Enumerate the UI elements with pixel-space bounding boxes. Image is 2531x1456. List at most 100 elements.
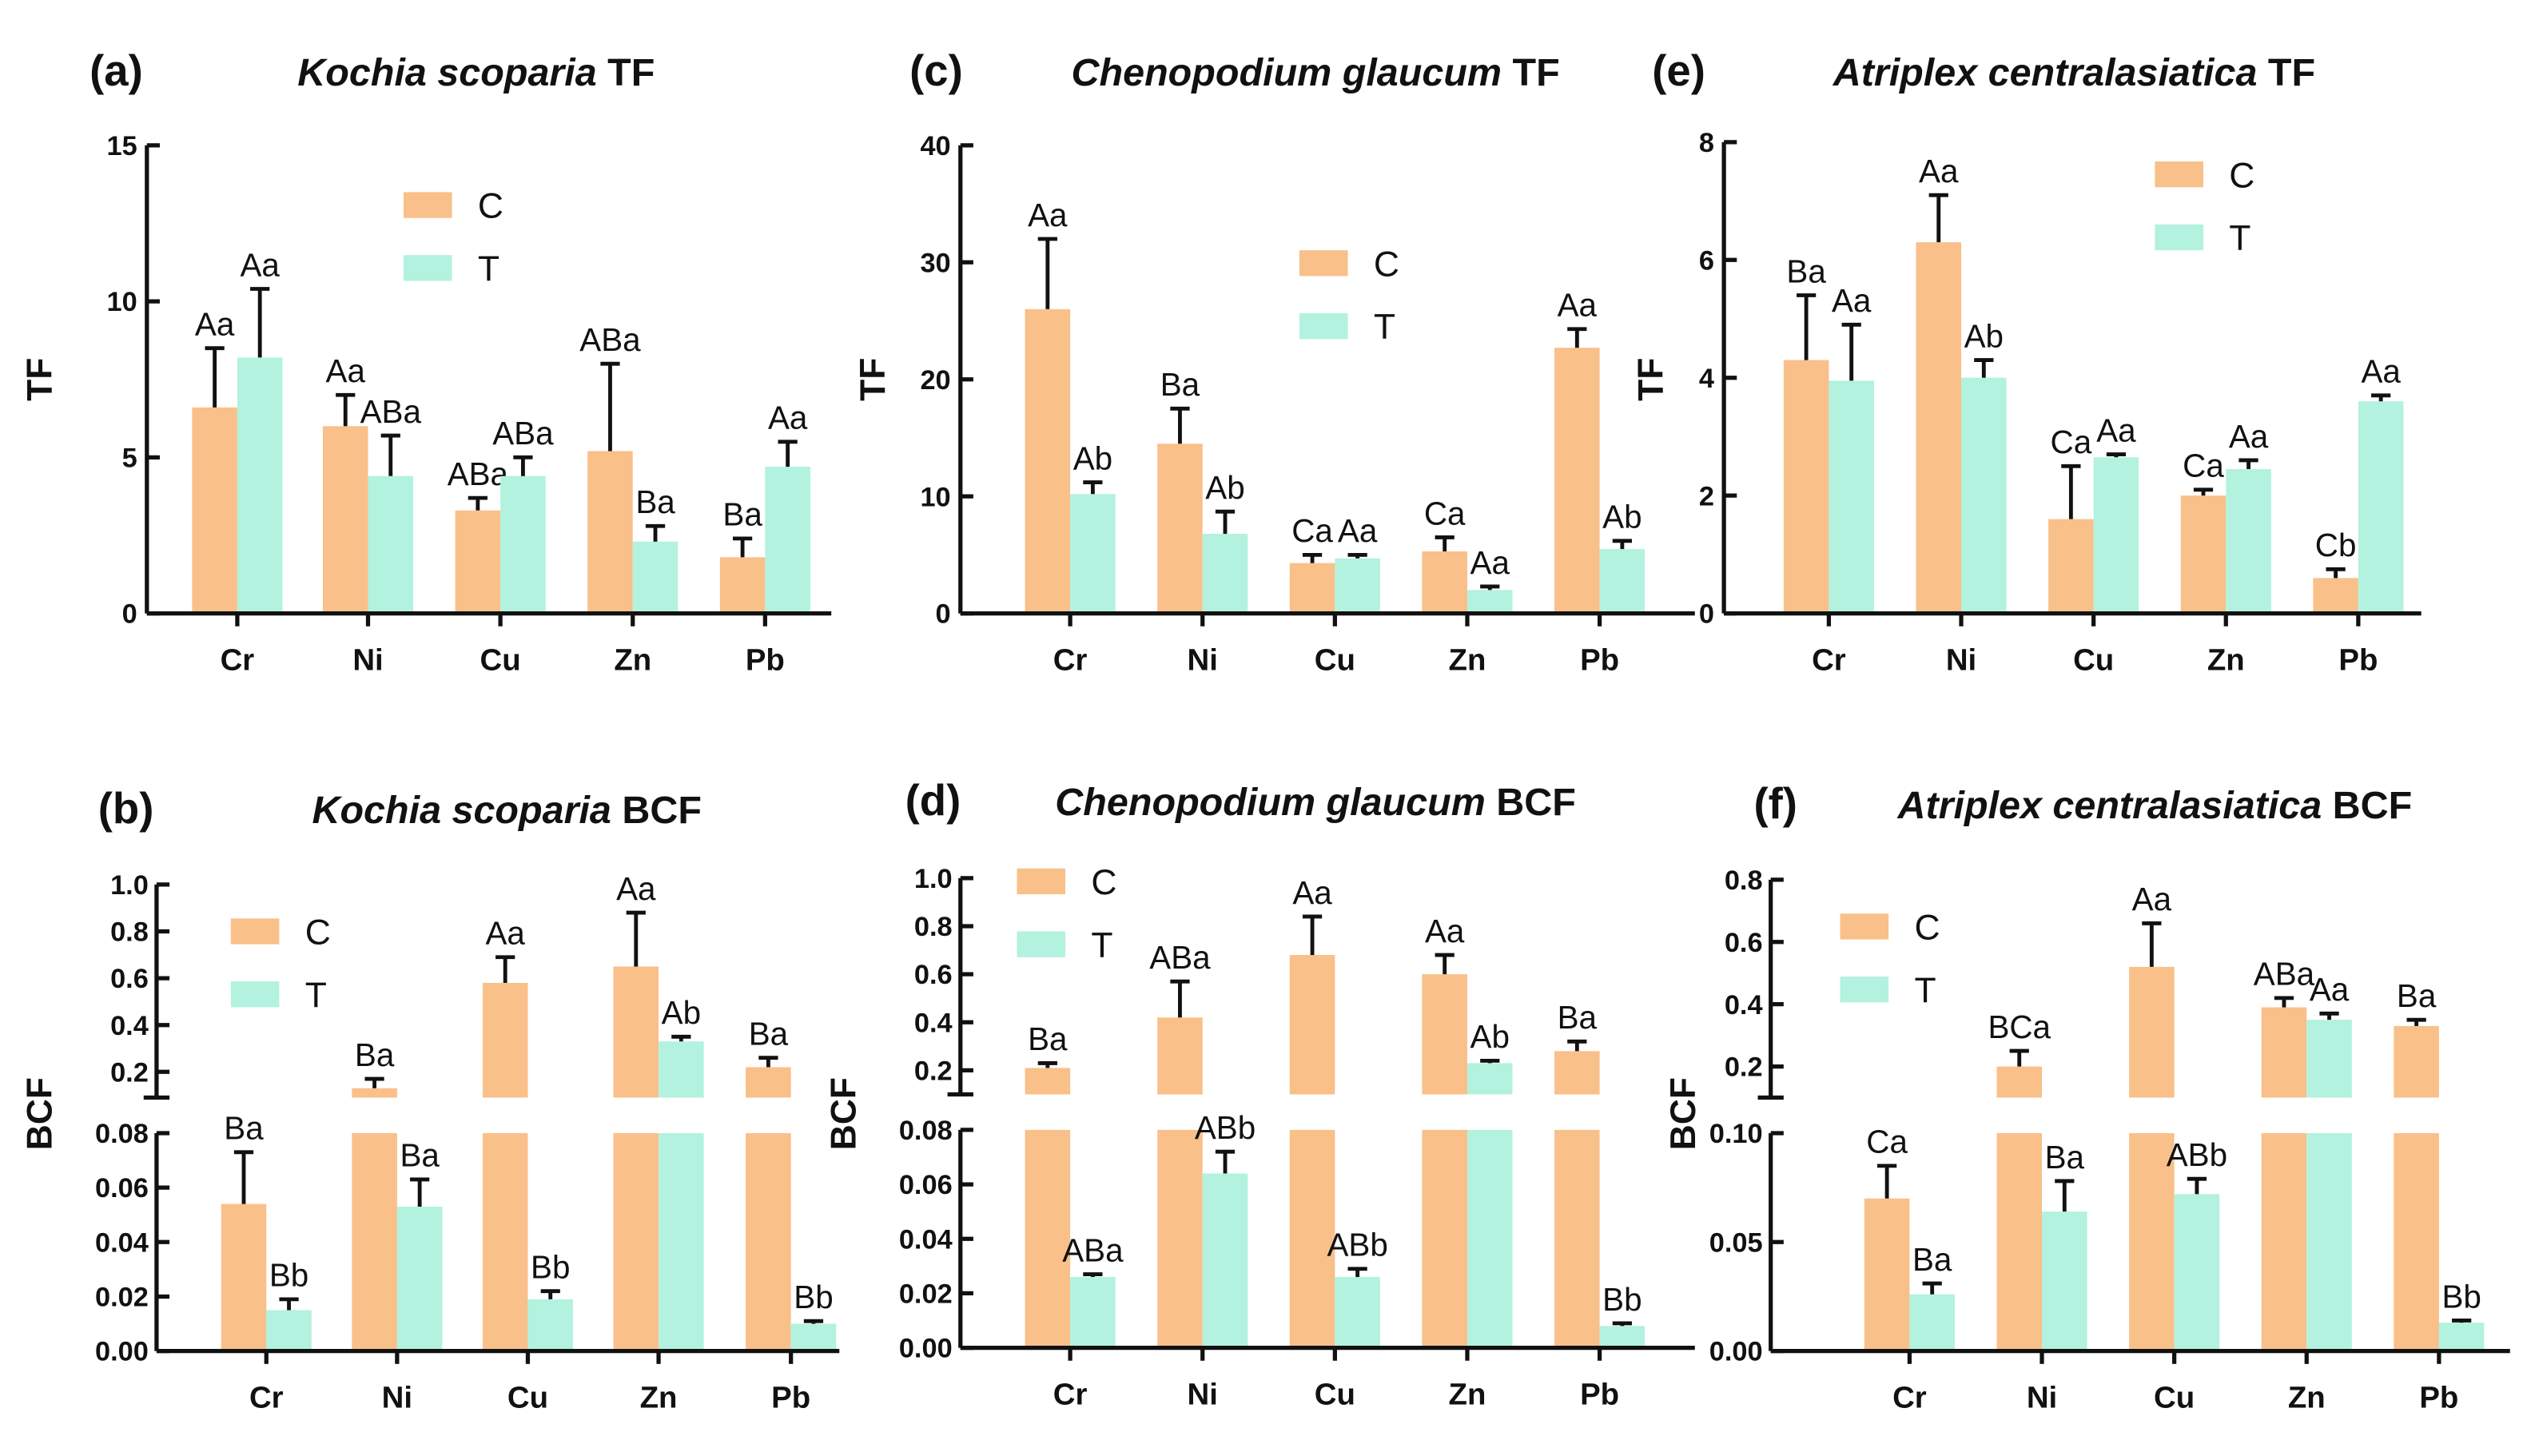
legend-label: C (1374, 245, 1399, 284)
x-tick-label: Ni (382, 1380, 412, 1414)
bar-lower-C-Zn (1422, 1129, 1467, 1348)
significance-letter: ABa (360, 393, 422, 430)
significance-letter: Ba (722, 496, 762, 533)
y-tick-label: 0.06 (95, 1173, 149, 1203)
panel-title: Kochia scoparia BCF (312, 789, 702, 832)
x-tick-label: Cr (1892, 1380, 1927, 1414)
x-tick-label: Zn (614, 642, 651, 677)
bar-upper-T-Zn (659, 1041, 704, 1098)
significance-letter: Ba (635, 483, 675, 520)
legend-swatch-T (230, 981, 280, 1008)
bar-upper-C-Cu (482, 982, 528, 1098)
legend-swatch-C (1017, 868, 1066, 895)
x-tick-label: Zn (2207, 642, 2245, 677)
legend-label: C (1914, 909, 1940, 948)
x-tick-label: Cr (1812, 642, 1846, 677)
x-tick-label: Zn (1449, 642, 1486, 677)
y-tick-label: 0 (936, 599, 951, 630)
significance-letter: ABa (579, 321, 641, 358)
panel-title: Chenopodium glaucum BCF (1055, 781, 1576, 824)
bar-upper-C-Pb (746, 1067, 791, 1098)
x-tick-label: Cu (507, 1380, 548, 1414)
bar-T-Cu (527, 1299, 574, 1351)
panel-title: Kochia scoparia TF (297, 51, 655, 94)
bar-T-Cr (1070, 1276, 1116, 1348)
bar-lower-C-Cu (2129, 1132, 2175, 1351)
y-tick-label: 0.4 (914, 1008, 953, 1038)
panel-b: (b) Kochia scoparia BCFBCF0.20.40.60.81.0… (21, 784, 840, 1414)
significance-letter: Ba (1558, 999, 1598, 1036)
legend-label: T (478, 250, 499, 289)
y-tick-label: 0.00 (899, 1334, 953, 1364)
x-tick-label: Ni (2027, 1380, 2057, 1414)
significance-letter: Ba (2397, 977, 2437, 1014)
bar-T-Zn (1466, 590, 1513, 614)
y-tick-label: 5 (122, 443, 137, 473)
legend-swatch-C (2155, 161, 2203, 188)
bar-lower-C-Cu (482, 1132, 528, 1351)
x-tick-label: Pb (2419, 1380, 2458, 1414)
panel-title: Atriplex centralasiatica BCF (1896, 784, 2412, 827)
significance-letter: Ba (224, 1110, 264, 1147)
legend-label: C (2229, 156, 2254, 195)
bar-C-Cu (1289, 563, 1335, 614)
y-tick-label: 0.02 (95, 1283, 149, 1313)
y-tick-label: 0.04 (95, 1227, 149, 1258)
significance-letter: Ab (1964, 317, 2004, 354)
bar-T-Cu (2093, 457, 2139, 614)
bar-lower-T-Zn (1466, 1129, 1513, 1348)
x-tick-label: Cu (480, 642, 521, 677)
x-tick-label: Pb (1580, 642, 1619, 677)
y-tick-label: 2 (1699, 481, 1714, 511)
y-tick-label: 0.8 (110, 917, 149, 948)
bar-C-Cu (2048, 519, 2094, 614)
bar-lower-C-Cr (1025, 1129, 1071, 1348)
significance-letter: Ba (1160, 366, 1200, 403)
significance-letter: Bb (1602, 1281, 1642, 1318)
significance-letter: Aa (768, 400, 808, 436)
significance-letter: ABa (492, 415, 554, 452)
y-tick-label: 0.6 (914, 960, 953, 990)
y-tick-label: 0.8 (1725, 865, 1763, 896)
y-tick-label: 0.06 (899, 1170, 953, 1200)
x-tick-label: Cu (2154, 1380, 2195, 1414)
y-tick-label: 15 (106, 131, 137, 161)
x-tick-label: Cu (1315, 1377, 1355, 1411)
bar-lower-C-Ni (1157, 1129, 1203, 1348)
significance-letter: Ba (1028, 1020, 1068, 1057)
significance-letter: Bb (269, 1257, 308, 1294)
bar-C-Cr (1864, 1198, 1910, 1351)
significance-letter: Ca (1291, 512, 1333, 549)
y-tick-label: 30 (920, 248, 950, 278)
legend-swatch-T (2155, 224, 2203, 251)
y-tick-label: 0.8 (914, 912, 953, 942)
bar-upper-C-Cr (1025, 1068, 1071, 1095)
bar-T-Cu (500, 475, 546, 614)
x-tick-label: Cu (1315, 642, 1355, 677)
legend-label: T (1914, 971, 1936, 1010)
panel-a: (a) Kochia scoparia TFTF051015AaAaABaABaB… (21, 46, 832, 677)
y-tick-label: 10 (920, 482, 950, 512)
bar-upper-C-Zn (2261, 1007, 2307, 1098)
significance-letter: Aa (1558, 287, 1598, 324)
x-tick-label: Ni (1188, 642, 1218, 677)
x-tick-label: Zn (640, 1380, 678, 1414)
bar-T-Ni (2042, 1211, 2087, 1351)
legend-swatch-T (1017, 931, 1066, 957)
significance-letter: Bb (2441, 1278, 2481, 1315)
species-name: Kochia scoparia (312, 789, 611, 832)
y-tick-label: 0.6 (110, 964, 149, 994)
y-tick-label: 1.0 (110, 870, 149, 901)
significance-letter: Ab (1470, 1018, 1510, 1055)
panel-label: (e) (1652, 46, 1705, 95)
bar-T-Pb (2358, 401, 2404, 614)
species-name: Kochia scoparia (297, 51, 596, 94)
bar-T-Cr (237, 357, 283, 614)
legend-swatch-C (1299, 250, 1348, 276)
bar-T-Cr (1829, 380, 1874, 614)
bar-upper-T-Zn (1466, 1063, 1513, 1095)
x-tick-label: Cu (2073, 642, 2114, 677)
panel-label: (f) (1754, 779, 1797, 828)
bar-lower-C-Zn (613, 1132, 659, 1351)
y-tick-label: 0.04 (899, 1224, 953, 1255)
